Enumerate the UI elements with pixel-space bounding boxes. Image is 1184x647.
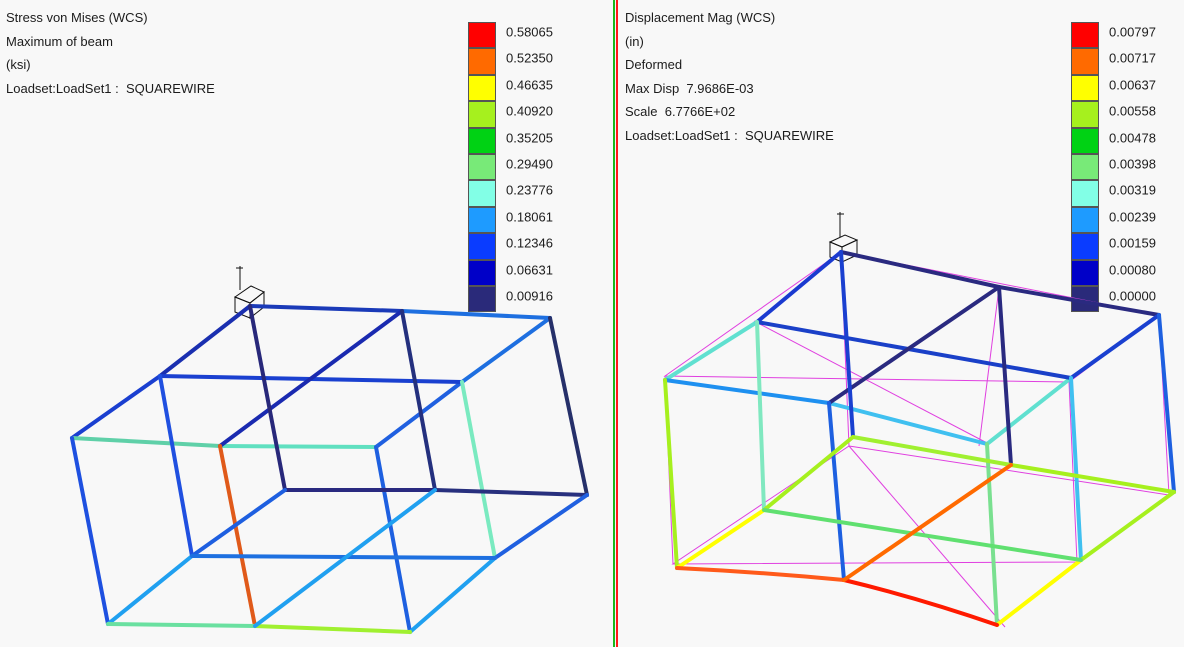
info-line: Maximum of beam (6, 33, 113, 49)
legend-swatch (468, 180, 496, 207)
legend-value: 0.52350 (506, 50, 553, 66)
legend-value: 0.00797 (1109, 24, 1156, 40)
legend-value: 0.58065 (506, 24, 553, 40)
legend-swatch (468, 154, 496, 181)
legend-value: 0.40920 (506, 103, 553, 119)
legend-swatch (468, 74, 496, 102)
legend-value: 0.00637 (1109, 77, 1156, 93)
legend-swatch (1071, 180, 1099, 207)
legend-swatch (1071, 101, 1099, 128)
info-line: (ksi) (6, 57, 31, 72)
legend-swatch (1071, 206, 1099, 234)
legend-value: 0.00239 (1109, 209, 1156, 225)
info-line: Loadset:LoadSet1 : SQUAREWIRE (625, 127, 834, 143)
viewport-divider-green (613, 0, 615, 647)
legend-swatch (1071, 154, 1099, 181)
legend-value: 0.06631 (506, 262, 553, 278)
stress-result-viewport[interactable]: Stress von Mises (WCS) Maximum of beam (ks… (0, 0, 613, 647)
stress-model-view (70, 266, 589, 634)
legend-value: 0.00159 (1109, 235, 1156, 251)
legend-swatch (1071, 233, 1099, 260)
info-line: Stress von Mises (WCS) (6, 10, 148, 25)
legend-value: 0.00000 (1109, 288, 1156, 304)
info-line: Deformed (625, 57, 683, 72)
displacement-beam-frame (663, 250, 1176, 627)
legend-swatch (1071, 74, 1099, 102)
legend-swatch (468, 101, 496, 128)
stress-beam-frame (70, 304, 589, 634)
legend-swatch (468, 48, 496, 75)
legend-value: 0.00558 (1109, 103, 1156, 119)
legend-value: 0.12346 (506, 235, 553, 251)
legend-value: 0.00398 (1109, 156, 1156, 172)
legend-value: 0.29490 (506, 156, 553, 172)
viewport-divider-red (616, 0, 618, 647)
legend-swatch (1071, 127, 1099, 154)
displacement-result-info: Displacement Mag (WCS) (in) Deformed Max Di… (625, 6, 834, 147)
info-line: Displacement Mag (WCS) (625, 10, 776, 25)
legend-value: 0.18061 (506, 209, 553, 225)
legend-value: 0.00717 (1109, 50, 1156, 66)
legend-value: 0.00080 (1109, 262, 1156, 278)
legend-swatch (468, 22, 496, 49)
legend-value: 0.46635 (506, 77, 553, 93)
legend-value: 0.00478 (1109, 130, 1156, 146)
stress-result-info: Stress von Mises (WCS) Maximum of beam (ks… (6, 6, 215, 100)
info-line: Loadset:LoadSet1 : SQUAREWIRE (6, 80, 215, 96)
displacement-model-view (663, 212, 1176, 628)
info-line: Max Disp 7.9686E-03 (625, 80, 754, 96)
info-line: Scale 6.7766E+02 (625, 104, 736, 119)
legend-value: 0.00916 (506, 288, 553, 304)
legend-swatch (1071, 22, 1099, 49)
legend-swatch (1071, 48, 1099, 75)
legend-value: 0.23776 (506, 182, 553, 198)
legend-swatch (468, 127, 496, 154)
displacement-result-viewport[interactable]: Displacement Mag (WCS) (in) Deformed Max Di… (619, 0, 1184, 647)
legend-value: 0.00319 (1109, 182, 1156, 198)
legend-swatch (468, 259, 496, 286)
legend-value: 0.35205 (506, 130, 553, 146)
legend-swatch (1071, 259, 1099, 286)
info-line: (in) (625, 33, 644, 49)
legend-swatch (468, 206, 496, 234)
legend-swatch (468, 233, 496, 260)
legend-swatch (468, 286, 496, 313)
